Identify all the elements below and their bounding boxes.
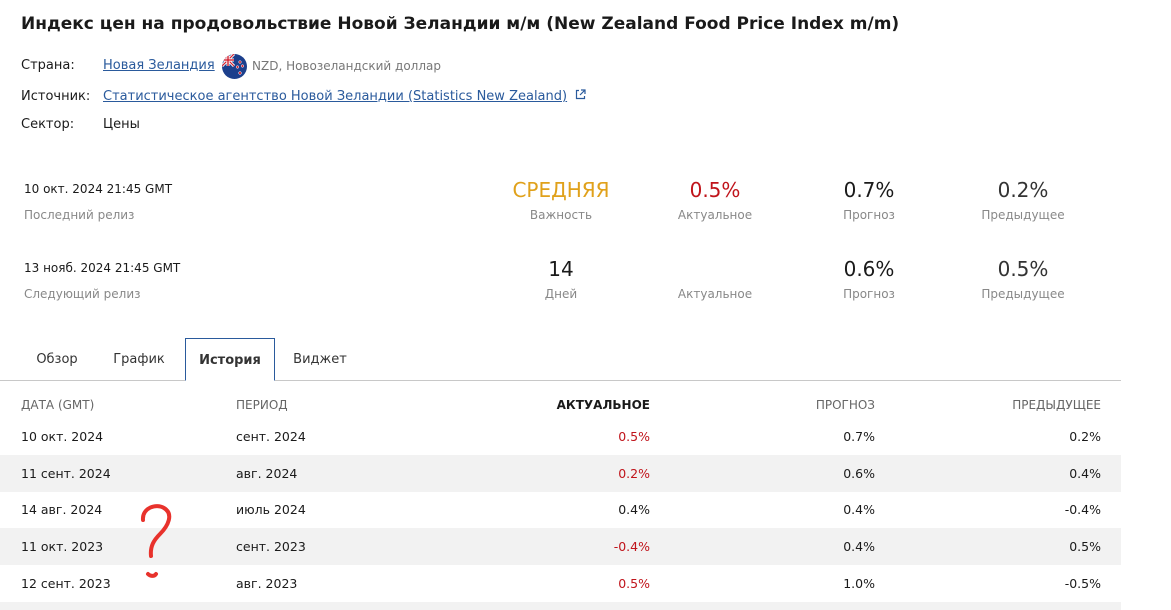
header-date[interactable]: ДАТА (GMT) [21,398,95,412]
row-date: 14 авг. 2024 [21,502,103,517]
last-actual-label: Актуальное [677,208,753,222]
sector-label: Сектор: [21,117,75,132]
next-actual-label: Актуальное [677,287,753,301]
tab-bar: Обзор График История Виджет [0,338,1121,381]
row-period: сент. 2023 [236,539,306,554]
row-previous: -0.4% [1064,502,1101,517]
header-previous[interactable]: ПРЕДЫДУЩЕЕ [1012,398,1101,412]
table-row: 11 сент. 2024 авг. 2024 0.2% 0.6% 0.4% [0,455,1121,492]
next-release-label: Следующий релиз [24,287,141,301]
source-link[interactable]: Статистическое агентство Новой Зеландии … [103,89,568,104]
days-label: Дней [544,287,578,301]
last-release-label: Последний релиз [24,208,135,222]
row-date: 11 окт. 2023 [21,539,104,554]
external-link-icon[interactable] [575,89,586,104]
question-mark-annotation-icon [134,498,184,590]
next-forecast-label: Прогноз [843,287,895,301]
last-previous-value: 0.2% [997,178,1049,202]
source-label: Источник: [21,89,91,104]
importance-value: СРЕДНЯЯ [512,178,610,202]
row-forecast: 0.4% [843,539,875,554]
tab-chart[interactable]: График [113,352,165,367]
row-actual: 0.2% [618,466,650,481]
row-period: сент. 2024 [236,429,306,444]
importance-label: Важность [529,208,593,222]
page-title: Индекс цен на продовольствие Новой Зелан… [21,14,900,34]
country-label: Страна: [21,58,75,73]
days-value: 14 [548,257,574,281]
row-actual: 0.4% [618,502,650,517]
next-previous-value: 0.5% [997,257,1049,281]
last-forecast-label: Прогноз [843,208,895,222]
header-forecast[interactable]: ПРОГНОЗ [815,398,875,412]
row-period: авг. 2023 [236,576,298,591]
row-forecast: 0.7% [843,429,875,444]
header-actual[interactable]: АКТУАЛЬНОЕ [556,398,650,412]
last-previous-label: Предыдущее [981,208,1065,222]
header-period[interactable]: ПЕРИОД [236,398,288,412]
row-actual: -0.4% [613,539,650,554]
row-previous: 0.4% [1069,466,1101,481]
sector-value: Цены [103,117,140,132]
next-release-date: 13 нояб. 2024 21:45 GMT [24,261,181,275]
tab-overview[interactable]: Обзор [36,352,78,367]
tabs-divider [0,380,1121,381]
next-forecast-value: 0.6% [843,257,895,281]
next-previous-label: Предыдущее [981,287,1065,301]
last-actual-value: 0.5% [689,178,741,202]
row-period: авг. 2024 [236,466,298,481]
row-previous: -0.5% [1064,576,1101,591]
table-row: 11 окт. 2023 сент. 2023 -0.4% 0.4% 0.5% [0,528,1121,565]
table-row [0,602,1121,610]
tab-widget[interactable]: Виджет [293,352,347,367]
row-forecast: 0.4% [843,502,875,517]
last-forecast-value: 0.7% [843,178,895,202]
table-row: 12 сент. 2023 авг. 2023 0.5% 1.0% -0.5% [0,565,1121,602]
row-actual: 0.5% [618,576,650,591]
source-link-wrapper[interactable]: Статистическое агентство Новой Зеландии … [103,89,586,104]
table-row: 10 окт. 2024 сент. 2024 0.5% 0.7% 0.2% [0,418,1121,455]
table-row: 14 авг. 2024 июль 2024 0.4% 0.4% -0.4% [0,491,1121,528]
tab-history[interactable]: История [185,338,275,381]
currency-label: NZD, Новозеландский доллар [252,59,441,73]
row-previous: 0.2% [1069,429,1101,444]
row-date: 11 сент. 2024 [21,466,111,481]
row-forecast: 1.0% [843,576,875,591]
row-previous: 0.5% [1069,539,1101,554]
row-date: 12 сент. 2023 [21,576,111,591]
last-release-date: 10 окт. 2024 21:45 GMT [24,182,173,196]
row-period: июль 2024 [236,502,306,517]
row-date: 10 окт. 2024 [21,429,104,444]
row-actual: 0.5% [618,429,650,444]
country-link[interactable]: Новая Зеландия [103,58,215,73]
row-forecast: 0.6% [843,466,875,481]
nz-flag-icon [222,54,247,79]
